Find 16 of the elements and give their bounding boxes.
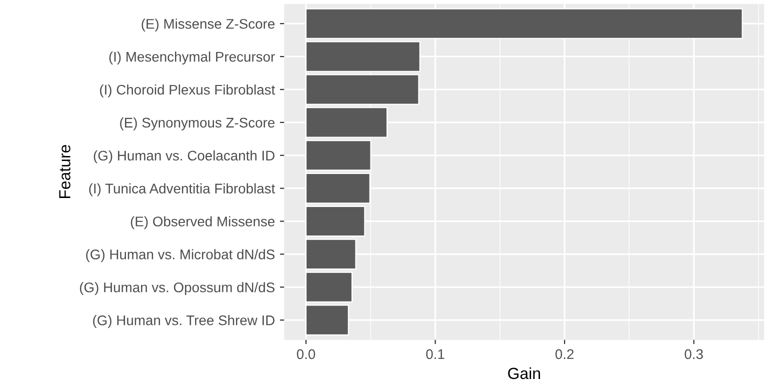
y-tick-label: (I) Tunica Adventitia Fibroblast (89, 183, 276, 196)
x-tick-label: 0.1 (426, 349, 444, 360)
y-tick-label: (I) Mesenchymal Precursor (109, 52, 275, 64)
y-tick-label: (G) Human vs. Tree Shrew ID (93, 315, 274, 328)
x-axis-title: Gain (508, 367, 540, 380)
x-tick-label: 0.2 (555, 349, 574, 360)
x-tick-label: 0.3 (684, 349, 703, 360)
y-tick-label: (G) Human vs. Coelacanth ID (94, 150, 274, 164)
y-tick-label: (I) Choroid Plexus Fibroblast (100, 84, 276, 98)
y-tick-label: (E) Missense Z-Score (142, 18, 275, 32)
y-tick-label: (G) Human vs. Microbat dN/dS (86, 249, 275, 262)
y-tick-label: (E) Synonymous Z-Score (120, 117, 275, 130)
y-tick-label: (G) Human vs. Opossum dN/dS (80, 282, 275, 296)
x-tick-label: 0.0 (296, 349, 316, 360)
y-axis-title: Feature (59, 145, 70, 198)
y-tick-label: (E) Observed Missense (130, 216, 275, 230)
